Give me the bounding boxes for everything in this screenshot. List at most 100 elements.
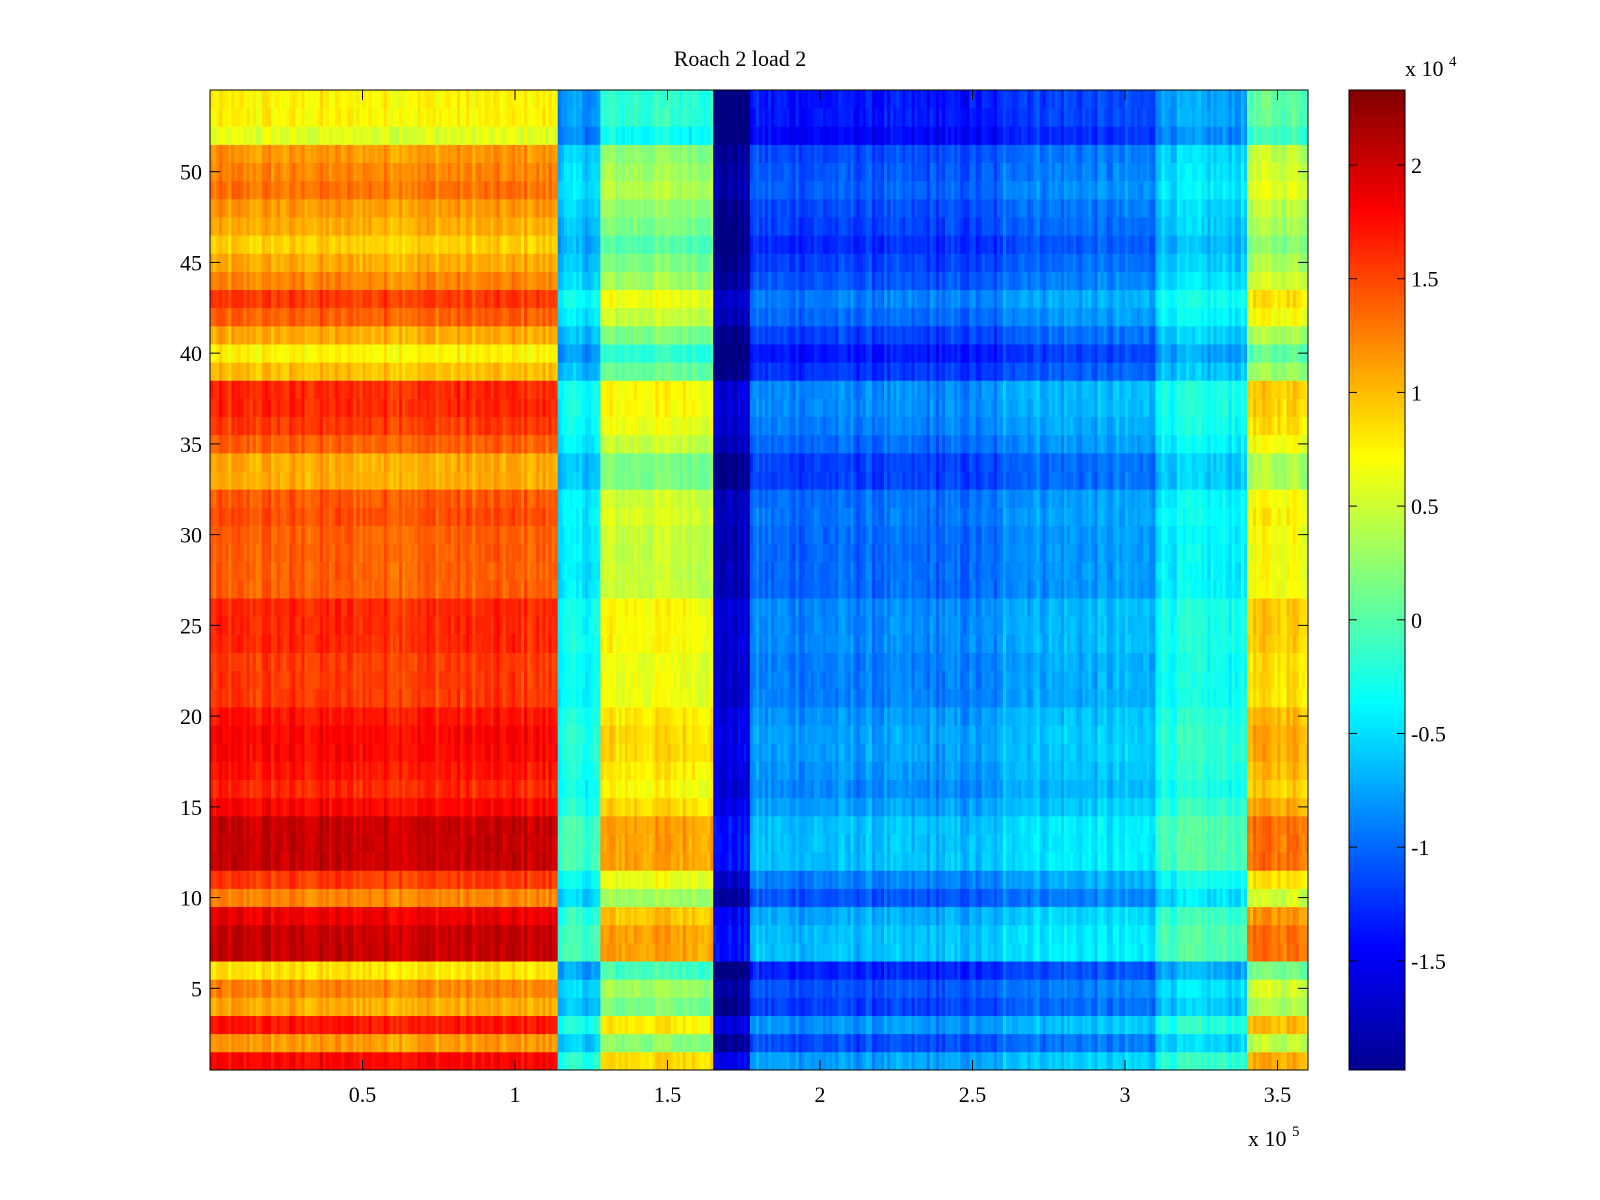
heatmap-cell [1228,942,1233,962]
heatmap-cell [664,906,668,926]
heatmap-cell [1109,997,1114,1016]
heatmap-cell [554,834,559,853]
heatmap-cell [301,815,305,835]
heatmap-cell [755,942,760,962]
heatmap-cell [460,924,464,944]
heatmap-cell [1259,924,1263,944]
heatmap-cell [1179,906,1184,926]
heatmap-cell [643,961,647,980]
heatmap-cell [1067,834,1071,853]
heatmap-cell [1015,1033,1019,1053]
heatmap-cell [1134,870,1138,889]
heatmap-cell [990,870,995,889]
heatmap-cell [286,1033,290,1053]
heatmap-cell [896,961,900,980]
heatmap-cell [719,852,723,871]
heatmap-cell [1274,1033,1278,1053]
heatmap-cell [859,924,864,944]
heatmap-cell [691,961,696,980]
heatmap-cell [716,870,720,889]
heatmap-cell [1304,834,1309,853]
heatmap-cell [295,942,299,962]
heatmap-cell [1088,924,1092,944]
heatmap-cell [868,979,873,998]
heatmap-cell [1100,852,1105,871]
heatmap-cell [216,961,220,980]
heatmap-cell [319,997,324,1016]
heatmap-cell [978,888,983,908]
heatmap-cell [1100,924,1105,944]
heatmap-cell [1027,1033,1031,1053]
heatmap-cell [1222,852,1227,871]
heatmap-cell [884,815,888,835]
heatmap-cell [1179,1051,1184,1071]
heatmap-cell [1237,924,1242,944]
heatmap-cell [1146,834,1150,853]
heatmap-cell [722,906,726,926]
heatmap-cell [341,870,345,889]
heatmap-cell [902,997,906,1016]
heatmap-cell [536,1051,540,1071]
heatmap-cell [838,961,842,980]
heatmap-cell [694,834,699,853]
heatmap-cell [1152,942,1156,962]
heatmap-cell [1164,888,1169,908]
heatmap-cell [1243,942,1248,962]
heatmap-cell [335,870,339,889]
heatmap-cell [704,834,708,853]
heatmap-cell [945,870,949,889]
heatmap-cell [594,1051,598,1071]
heatmap-cell [563,1051,568,1071]
heatmap-cell [566,906,571,926]
heatmap-cell [1295,1015,1300,1035]
heatmap-cell [807,870,812,889]
heatmap-cell [1155,815,1159,835]
heatmap-cell [530,1051,534,1071]
heatmap-cell [338,1015,342,1035]
heatmap-cell [1030,1015,1034,1035]
heatmap-cell [444,1015,449,1035]
heatmap-cell [399,924,403,944]
heatmap-cell [1149,870,1153,889]
heatmap-cell [475,834,479,853]
heatmap-cell [1204,997,1208,1016]
heatmap-cell [765,852,769,871]
heatmap-cell [609,1051,613,1071]
heatmap-cell [783,961,787,980]
heatmap-cell [1045,870,1050,889]
heatmap-cell [313,834,318,853]
heatmap-cell [1149,888,1153,908]
heatmap-cell [917,815,922,835]
heatmap-cell [362,1033,366,1053]
heatmap-cell [377,888,382,908]
heatmap-cell [554,815,559,835]
heatmap-cell [694,815,699,835]
heatmap-cell [316,997,321,1016]
heatmap-cell [749,924,754,944]
heatmap-cell [865,906,870,926]
heatmap-cell [1125,1015,1129,1035]
heatmap-cell [762,888,766,908]
heatmap-cell [298,1015,302,1035]
heatmap-cell [1222,924,1227,944]
heatmap-cell [966,870,970,889]
heatmap-cell [768,924,772,944]
heatmap-cell [1234,1033,1239,1053]
heatmap-cell [356,870,360,889]
heatmap-cell [1118,924,1123,944]
heatmap-cell [1250,852,1254,871]
heatmap-cell [603,815,607,835]
heatmap-cell [630,834,635,853]
heatmap-cell [1179,979,1184,998]
heatmap-cell [637,924,641,944]
heatmap-cell [237,852,241,871]
heatmap-cell [954,1051,958,1071]
heatmap-cell [752,906,757,926]
heatmap-cell [389,906,394,926]
heatmap-cell [338,979,342,998]
heatmap-cell [810,1051,815,1071]
heatmap-cell [682,942,687,962]
heatmap-cell [981,924,986,944]
heatmap-cell [338,1051,342,1071]
heatmap-cell [716,834,720,853]
